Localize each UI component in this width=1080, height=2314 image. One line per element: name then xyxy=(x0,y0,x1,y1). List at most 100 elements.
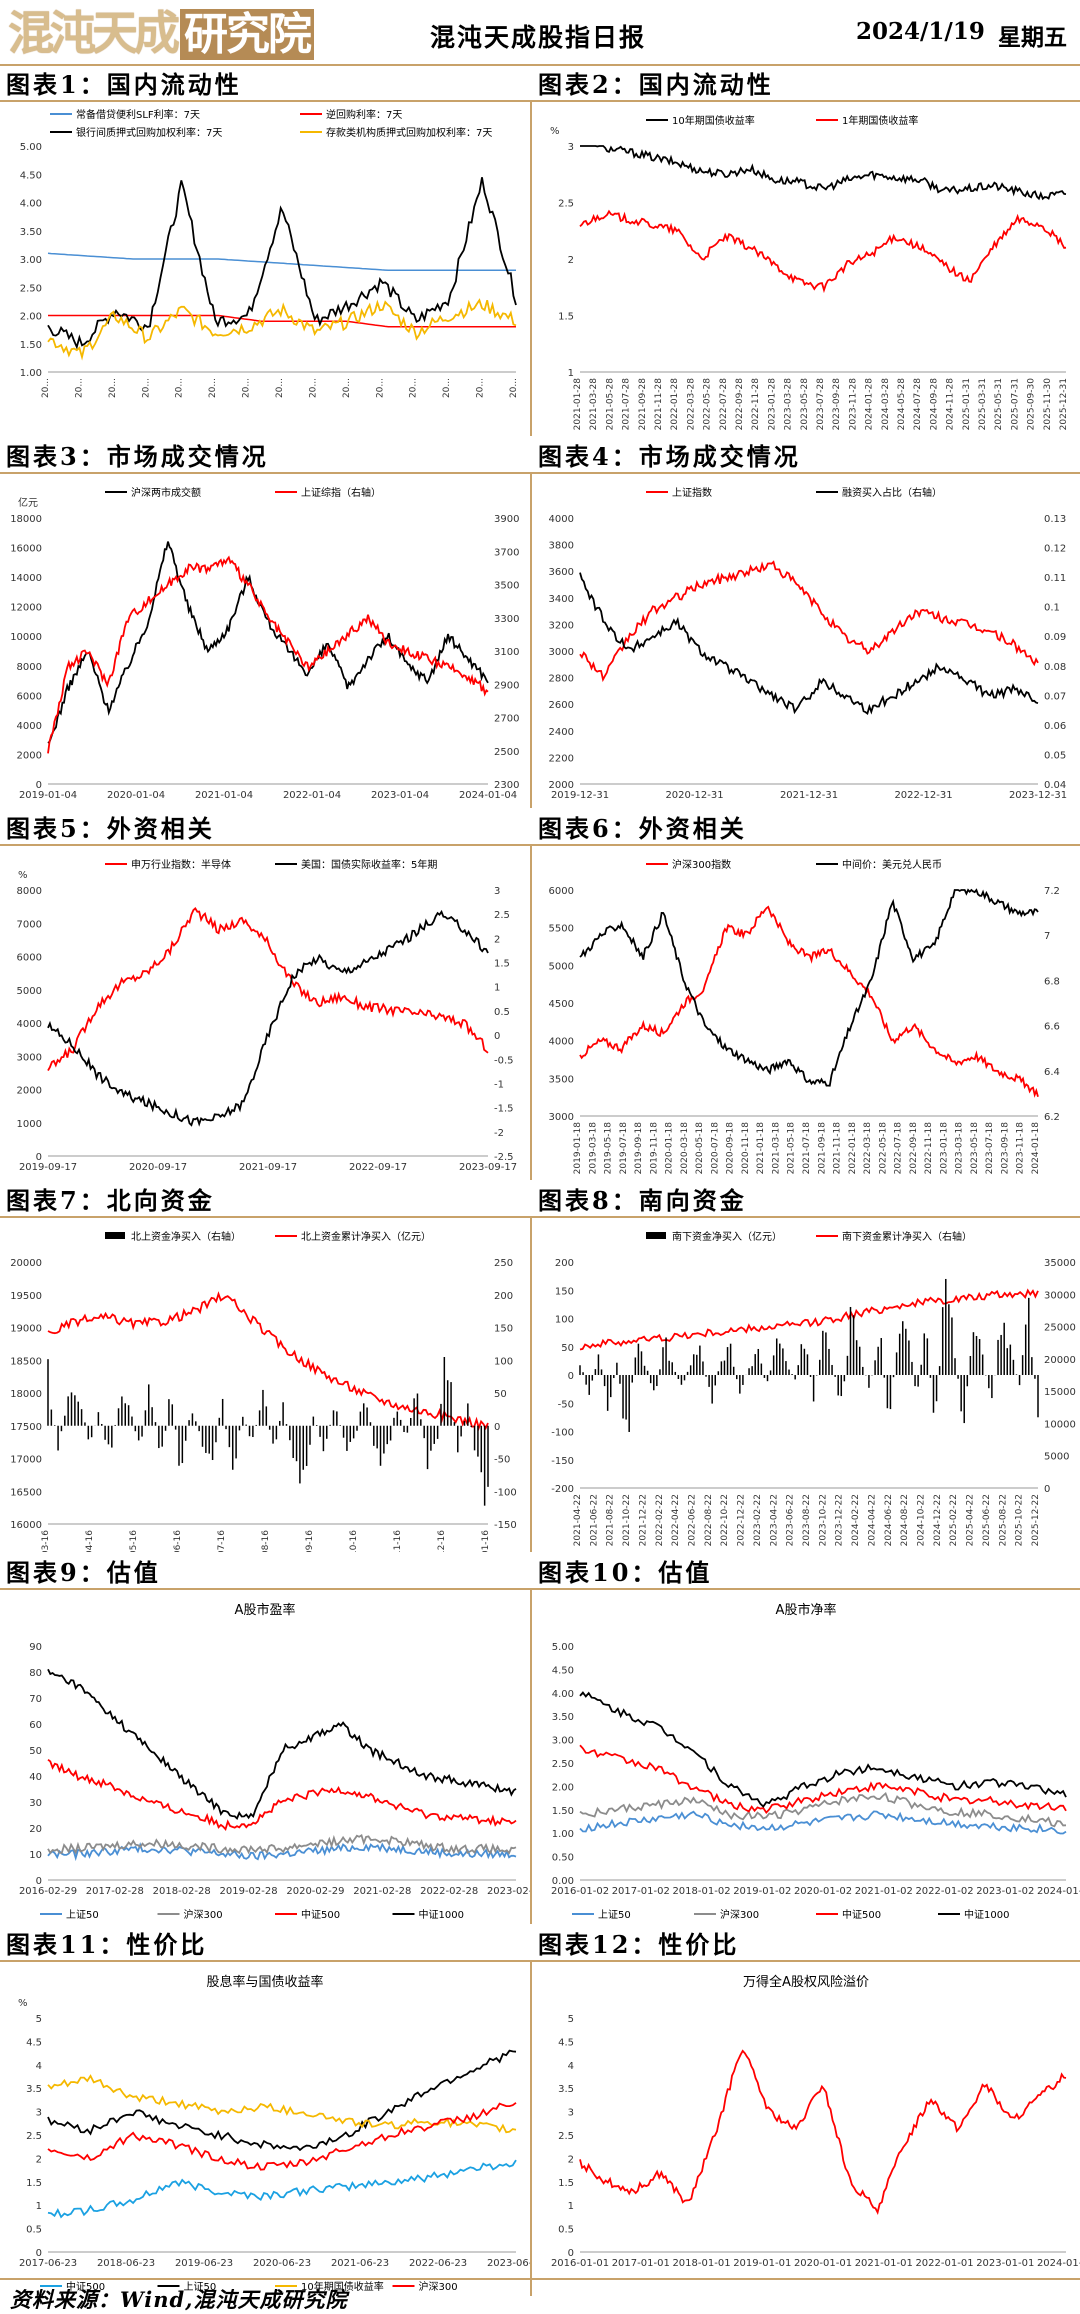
x-tick-label: 2023-07-16 xyxy=(217,1530,227,1552)
y-tick-label: 7000 xyxy=(17,919,42,930)
x-tick-label: 2023-06-16 xyxy=(173,1530,183,1552)
report-footer: 资料来源：Wind,混沌天成研究院 xyxy=(0,2278,1080,2312)
x-tick-label: 2023-08-22 xyxy=(802,1494,812,1546)
y2-tick-label: 1.5 xyxy=(494,959,510,970)
series-line xyxy=(579,1744,1067,1815)
series-line xyxy=(47,2159,517,2219)
x-tick-label: 2018-06-23 xyxy=(97,2258,155,2269)
y2-tick-label: 0.1 xyxy=(1044,603,1060,614)
x-tick-label: 2024-03-28 xyxy=(881,378,891,431)
source-note: 资料来源：Wind,混沌天成研究院 xyxy=(10,2287,348,2312)
x-tick-label: 2020-05-18 xyxy=(695,1122,705,1175)
series-line xyxy=(579,209,1067,294)
y-tick-label: 2.5 xyxy=(558,199,574,210)
y2-tick-label: 6.6 xyxy=(1044,1022,1060,1033)
series-line xyxy=(47,177,517,350)
y2-tick-label: 0 xyxy=(494,1422,500,1433)
y-tick-label: 18000 xyxy=(10,514,42,525)
x-tick-label: 2023-09-16 xyxy=(305,1530,315,1552)
y-tick-label: 0.00 xyxy=(552,1876,574,1887)
x-tick-label: 20... xyxy=(74,378,84,398)
column-divider xyxy=(530,1590,532,1924)
y-tick-label: 17000 xyxy=(10,1455,42,1466)
x-tick-label: 2022-12-31 xyxy=(894,790,952,801)
y-tick-label: 2800 xyxy=(549,674,574,685)
legend-swatch xyxy=(646,1232,666,1239)
x-tick-label: 2022-03-18 xyxy=(863,1122,873,1175)
figure-title: 图表5：外资相关 xyxy=(6,814,215,843)
y-tick-label: 3000 xyxy=(549,647,574,658)
y-tick-label: 4500 xyxy=(549,999,574,1010)
y-tick-label: 3.50 xyxy=(552,1712,574,1723)
x-tick-label: 2022-09-17 xyxy=(349,1162,407,1173)
x-tick-label: 2019-09-18 xyxy=(634,1122,644,1175)
figure-title: 图表2：国内流动性 xyxy=(538,70,774,99)
x-tick-label: 2022-02-28 xyxy=(420,1886,478,1897)
series-line xyxy=(47,1834,517,1855)
y-tick-label: -50 xyxy=(558,1399,574,1410)
y-tick-label: 16000 xyxy=(10,544,42,555)
x-tick-label: 2023-07-28 xyxy=(816,378,826,431)
y-tick-label: 4000 xyxy=(549,514,574,525)
x-tick-label: 2021-01-02 xyxy=(855,1886,913,1897)
x-tick-label: 2024-01-28 xyxy=(865,378,875,431)
legend-entry: 中证500 xyxy=(66,2280,105,2293)
y-tick-label: 4.5 xyxy=(26,2037,42,2048)
legend-entry: 北上资金净买入（右轴） xyxy=(131,1230,241,1243)
report-date: 2024/1/19 xyxy=(856,18,985,45)
y-tick-label: 16500 xyxy=(10,1487,42,1498)
section-divider xyxy=(0,844,1080,846)
y-tick-label: 1.5 xyxy=(558,2178,574,2189)
x-tick-label: 2021-09-18 xyxy=(817,1122,827,1175)
x-tick-label: 2024-01-18 xyxy=(1031,1122,1041,1175)
x-tick-label: 2023-05-28 xyxy=(800,378,810,431)
chart-title: 万得全A股权风险溢价 xyxy=(743,1974,869,1990)
y-tick-label: 30 xyxy=(29,1798,42,1809)
legend-entry: 常备借贷便利SLF利率：7天 xyxy=(76,108,200,121)
y-tick-label: 3000 xyxy=(17,1052,42,1063)
x-tick-label: 2022-09-28 xyxy=(735,378,745,431)
y-tick-label: 5 xyxy=(36,2014,42,2025)
legend-entry: 存款类机构质押式回购加权利率：7天 xyxy=(326,126,492,139)
x-tick-label: 2025-01-31 xyxy=(962,378,972,430)
section-divider xyxy=(0,1216,1080,1218)
x-tick-label: 2019-05-18 xyxy=(604,1122,614,1175)
chart-svg: 申万行业指数：半导体 美国：国债实际收益率：5年期 0 1000 2000 3000 400… xyxy=(17,858,518,1173)
x-tick-label: 2022-03-28 xyxy=(686,378,696,431)
y2-tick-label: 3300 xyxy=(494,614,519,625)
series-line xyxy=(47,2074,517,2134)
y2-tick-label: 0.5 xyxy=(494,1007,510,1018)
chart-svg: 10年期国债收益率 1年期国债收益率 1 1.5 2 2.5 3% 2021-01-28 202… xyxy=(550,114,1069,431)
x-tick-label: 2023-12-16 xyxy=(437,1530,447,1552)
y-tick-label: 1.50 xyxy=(20,340,42,351)
x-tick-label: 2020-01-18 xyxy=(665,1122,675,1175)
y2-tick-label: 0.07 xyxy=(1044,691,1066,702)
x-tick-label: 2021-12-22 xyxy=(638,1494,648,1546)
x-tick-label: 2024-10-22 xyxy=(917,1494,927,1546)
x-tick-label: 2017-06-23 xyxy=(19,2258,77,2269)
y-tick-label: 10 xyxy=(29,1850,42,1861)
x-tick-label: 2025-08-22 xyxy=(998,1494,1008,1546)
y-tick-label: 0.5 xyxy=(26,2225,42,2236)
x-tick-label: 2020-06-23 xyxy=(253,2258,311,2269)
y-tick-label: 0 xyxy=(36,780,42,791)
y-tick-label: 17500 xyxy=(10,1422,42,1433)
x-tick-label: 2025-06-22 xyxy=(982,1494,992,1546)
report-weekday: 星期五 xyxy=(998,24,1067,51)
legend-entry: 南下资金净买入（亿元） xyxy=(672,1230,782,1243)
x-tick-label: 2025-03-31 xyxy=(978,378,988,430)
x-tick-label: 2019-09-17 xyxy=(19,1162,77,1173)
x-tick-label: 2016-01-02 xyxy=(551,1886,609,1897)
y2-tick-label: 10000 xyxy=(1044,1419,1076,1430)
chart-panel: 10年期国债收益率 1年期国债收益率 1 1.5 2 2.5 3% 2021-01-28 202… xyxy=(532,102,1080,436)
y-tick-label: 4 xyxy=(568,2061,574,2072)
y-tick-label: 8000 xyxy=(17,886,42,897)
y2-tick-label: 1 xyxy=(494,983,500,994)
x-tick-label: 2022-07-28 xyxy=(719,378,729,431)
y-tick-label: 10000 xyxy=(10,632,42,643)
x-tick-label: 2017-01-02 xyxy=(612,1886,670,1897)
y2-tick-label: 5000 xyxy=(1044,1452,1069,1463)
chart-title: 股息率与国债收益率 xyxy=(206,1974,323,1990)
y-tick-label: 100 xyxy=(555,1315,574,1326)
